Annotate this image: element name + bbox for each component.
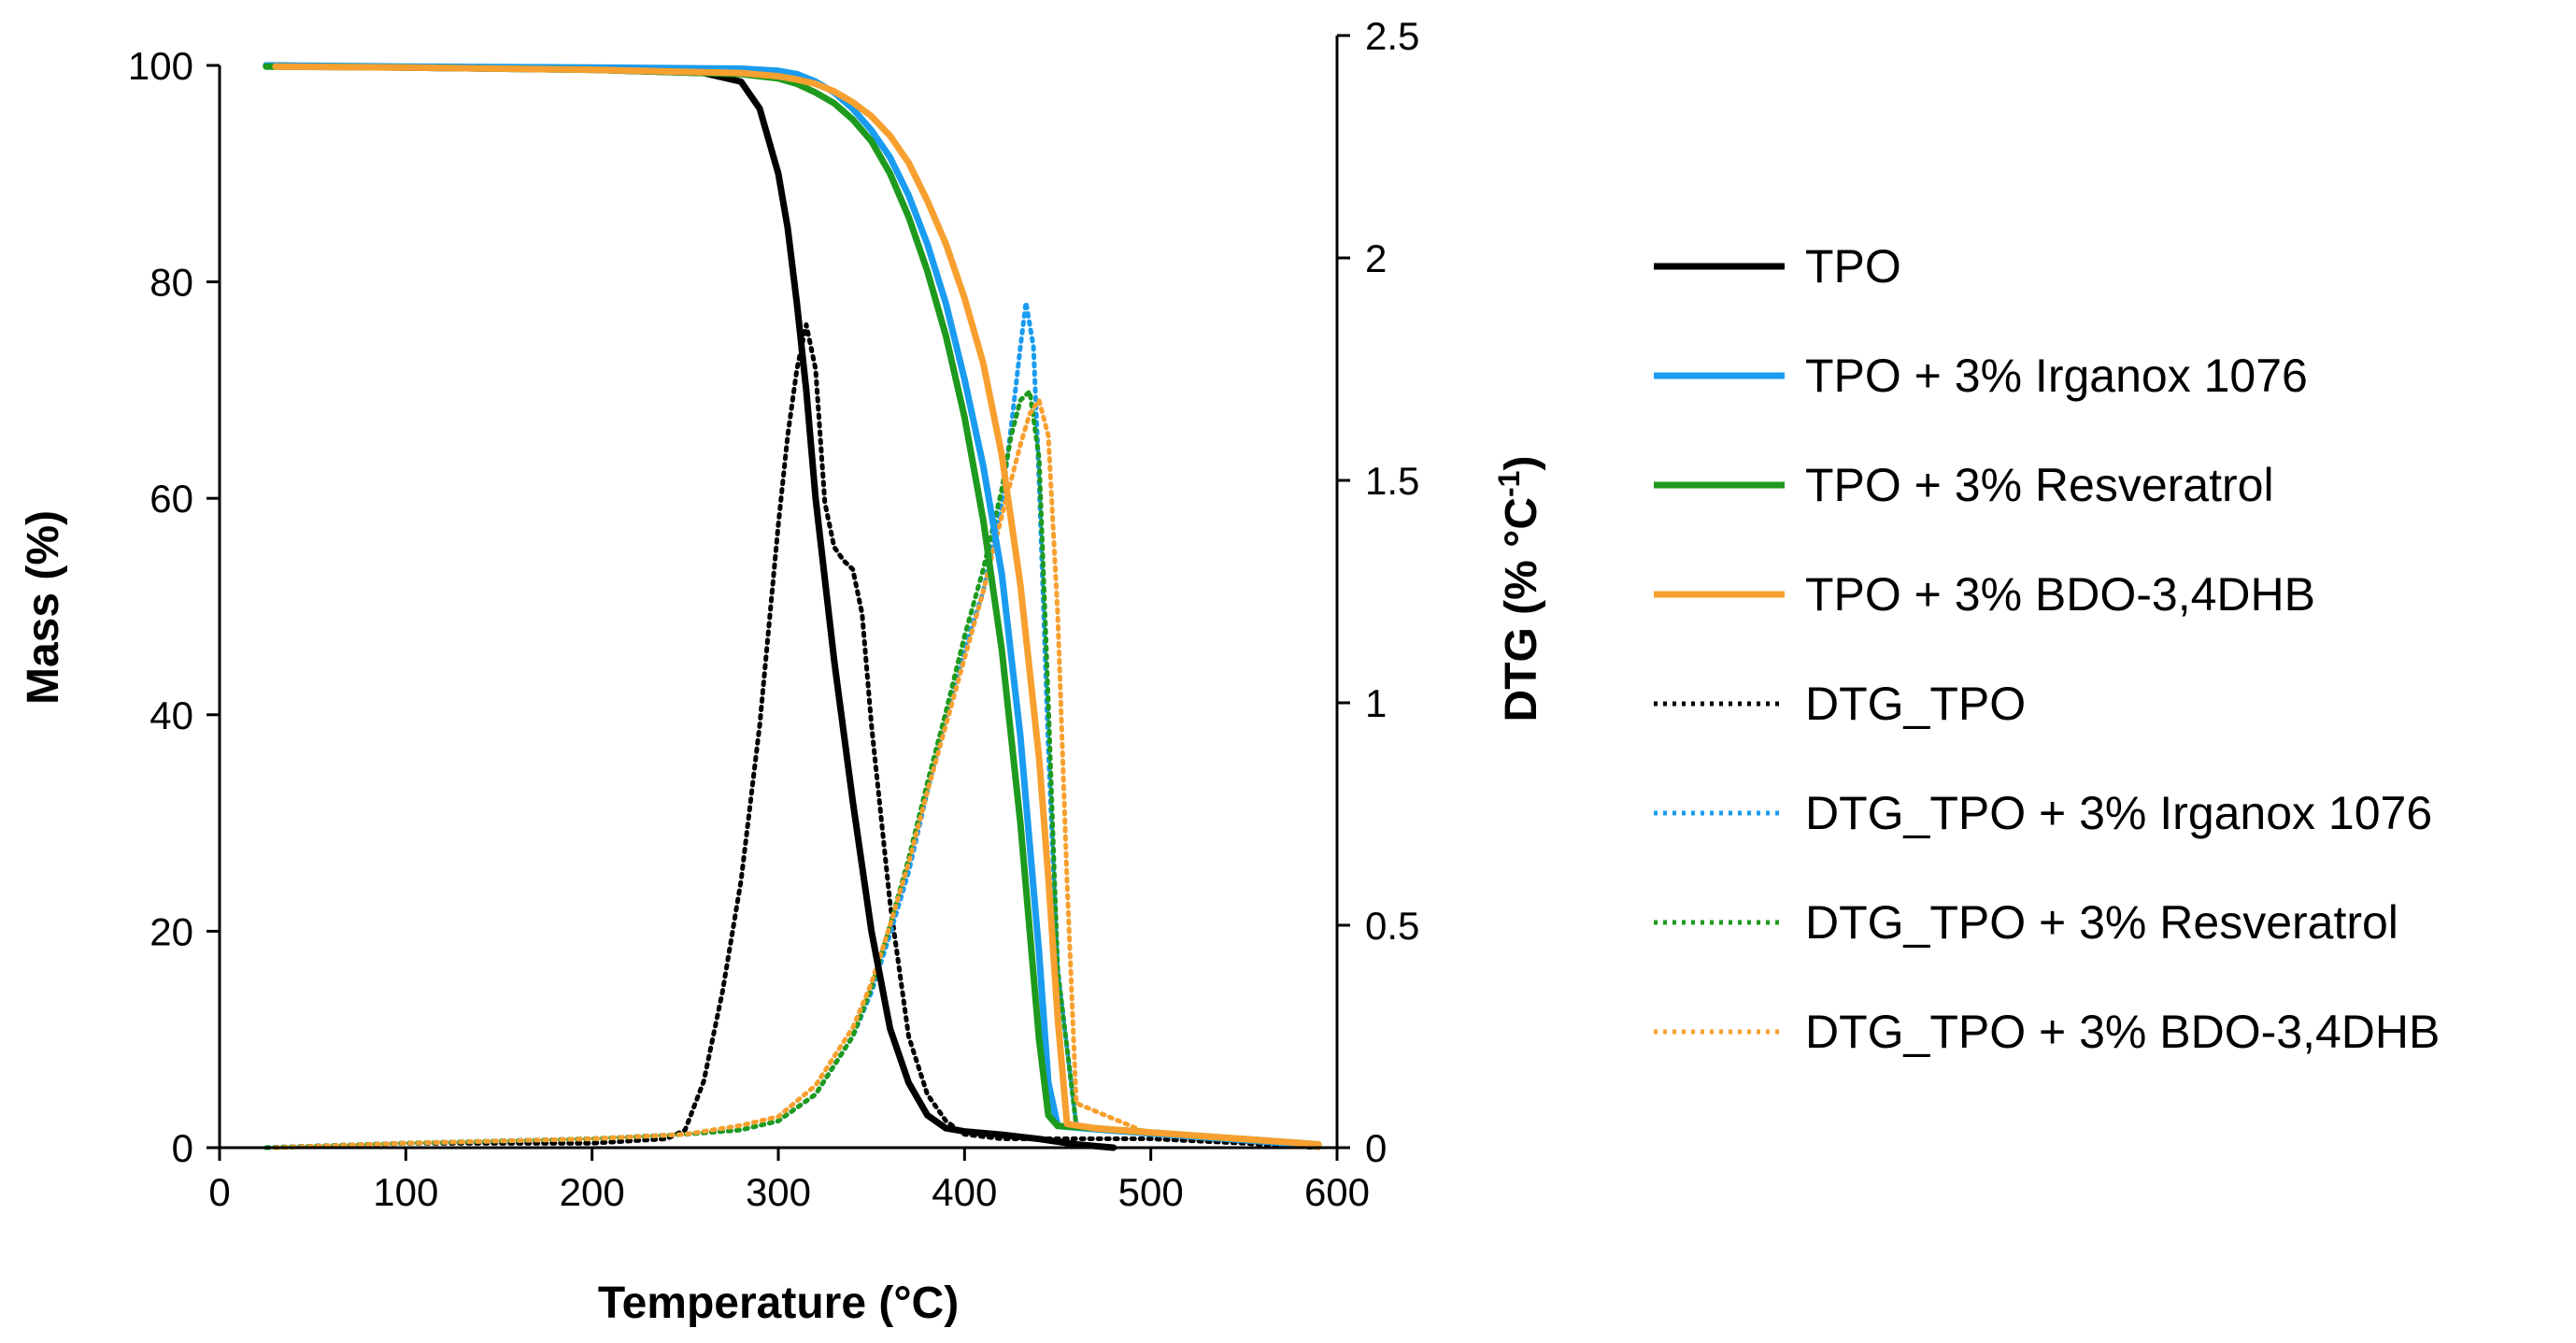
series-line-dtg-tpo-3-resveratrol <box>263 389 1321 1150</box>
legend-label: TPO + 3% Irganox 1076 <box>1805 350 2308 402</box>
legend: TPO TPO + 3% Irganox 1076 TPO + 3% Resvera… <box>1654 240 2440 1058</box>
right-y-axis-title: DTG (% °C-1) <box>1492 456 1546 722</box>
x-tick-label: 300 <box>746 1170 811 1214</box>
x-axis-title: Temperature (°C) <box>598 1279 959 1328</box>
y2-tick-label: 1.5 <box>1365 459 1419 503</box>
y2-tick-label: 0 <box>1365 1126 1387 1170</box>
y-tick-label: 100 <box>128 44 193 88</box>
legend-label: TPO + 3% BDO-3,4DHB <box>1805 568 2315 621</box>
y2-title-superscript: -1 <box>1492 471 1526 497</box>
y-tick-label: 20 <box>149 909 193 953</box>
legend-label: DTG_TPO <box>1805 678 2026 730</box>
x-tick-label: 600 <box>1304 1170 1370 1214</box>
legend-label: TPO <box>1805 240 1901 293</box>
y2-tick-label: 1 <box>1365 681 1387 725</box>
series-line-tpo-3-bdo-3-4dhb <box>272 63 1322 1148</box>
left-y-axis-title: Mass (%) <box>19 510 68 705</box>
series-line-tpo-3-resveratrol <box>263 63 1322 1148</box>
legend-label: DTG_TPO + 3% Resveratrol <box>1805 896 2398 949</box>
legend-label: TPO + 3% Resveratrol <box>1805 459 2274 511</box>
y2-tick-label: 2.5 <box>1365 14 1419 58</box>
y2-tick-label: 0.5 <box>1365 904 1419 948</box>
x-tick-label: 0 <box>208 1170 230 1214</box>
x-tick-label: 200 <box>560 1170 625 1214</box>
y-tick-label: 0 <box>172 1126 193 1170</box>
y-tick-label: 40 <box>149 693 193 737</box>
x-tick-label: 100 <box>373 1170 438 1214</box>
series-line-dtg-tpo-3-bdo-3-4dhb <box>273 397 1321 1150</box>
y2-tick-label: 2 <box>1365 236 1387 280</box>
x-tick-label: 400 <box>932 1170 997 1214</box>
series-line-tpo <box>263 62 1117 1151</box>
series-line-tpo-3-irganox-1076 <box>263 62 1322 1150</box>
left-y-axis-ticks: 0 20 40 60 80 100 <box>128 44 220 1170</box>
x-axis-ticks: 0 100 200 300 400 500 600 <box>208 1148 1370 1214</box>
y-tick-label: 60 <box>149 477 193 521</box>
series-line-dtg-tpo <box>263 321 1321 1150</box>
legend-label: DTG_TPO + 3% BDO-3,4DHB <box>1805 1006 2440 1058</box>
y-tick-label: 80 <box>149 261 193 305</box>
plot-lines <box>263 62 1322 1151</box>
legend-label: DTG_TPO + 3% Irganox 1076 <box>1805 787 2432 839</box>
x-tick-label: 500 <box>1118 1170 1184 1214</box>
right-y-axis-ticks: 0 0.5 1 1.5 2 2.5 <box>1337 14 1419 1170</box>
series-line-dtg-tpo-3-irganox-1076 <box>263 300 1321 1150</box>
